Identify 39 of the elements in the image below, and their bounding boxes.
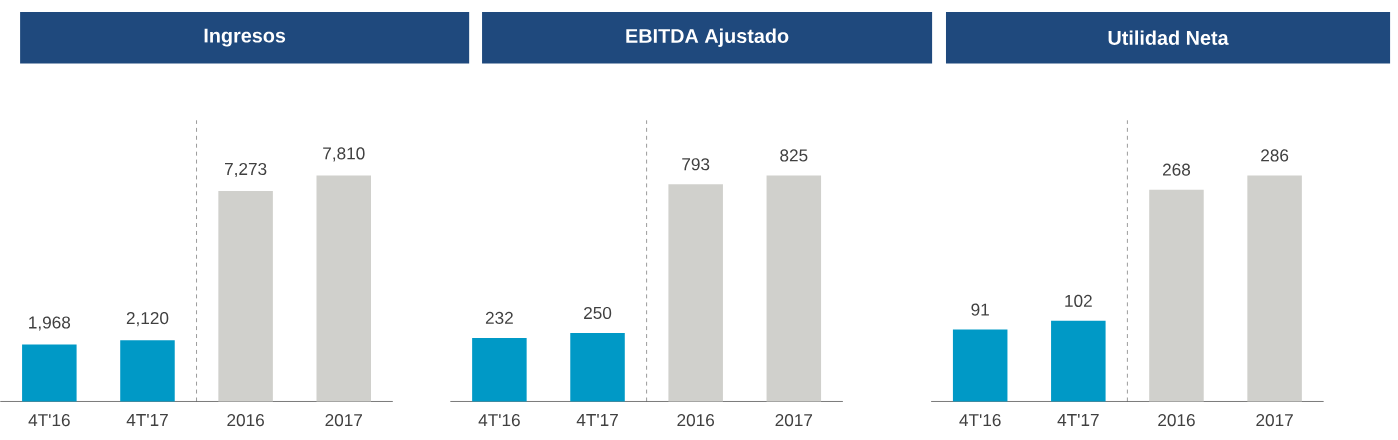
bar	[316, 175, 372, 402]
data-label: 232	[485, 311, 513, 324]
x-tick-label: 2017	[325, 414, 362, 427]
x-tick-label: 4T'17	[126, 414, 168, 426]
chart-title: EBITDA Ajustado	[626, 28, 789, 47]
x-tick-label: 2016	[227, 414, 264, 427]
x-tick-label: 4T'16	[478, 414, 520, 427]
chart-title: Utilidad Neta	[1108, 30, 1229, 45]
bar	[218, 190, 273, 402]
x-tick-label: 2016	[1158, 414, 1195, 427]
x-tick-label: 4T'17	[576, 414, 618, 426]
data-label: 7,810	[323, 147, 365, 162]
bar	[668, 184, 723, 402]
x-tick-label: 4T'17	[1057, 414, 1099, 426]
data-label: 286	[1261, 149, 1289, 162]
bar	[570, 332, 625, 402]
x-tick-label: 4T'16	[959, 414, 1001, 427]
data-label: 91	[971, 303, 989, 316]
data-label: 1,968	[29, 316, 71, 331]
bar	[22, 344, 77, 402]
data-label: 2,120	[126, 311, 169, 327]
x-tick-label: 2017	[1256, 414, 1293, 427]
bar	[1051, 320, 1106, 402]
data-label: 7,273	[225, 162, 267, 178]
data-label: 250	[584, 306, 612, 319]
x-tick-label: 2017	[775, 414, 813, 427]
data-label: 268	[1163, 163, 1191, 176]
data-label: 102	[1065, 294, 1092, 307]
bar	[766, 175, 822, 402]
data-label: 825	[780, 149, 808, 162]
chart-title: Ingresos	[204, 28, 286, 47]
x-tick-label: 4T'16	[28, 414, 70, 427]
bar	[1149, 189, 1204, 402]
bar	[952, 329, 1008, 402]
bar	[472, 337, 527, 402]
data-label: 793	[682, 158, 710, 171]
bar	[1247, 175, 1302, 402]
x-tick-label: 2016	[677, 414, 715, 427]
bar	[120, 340, 175, 402]
